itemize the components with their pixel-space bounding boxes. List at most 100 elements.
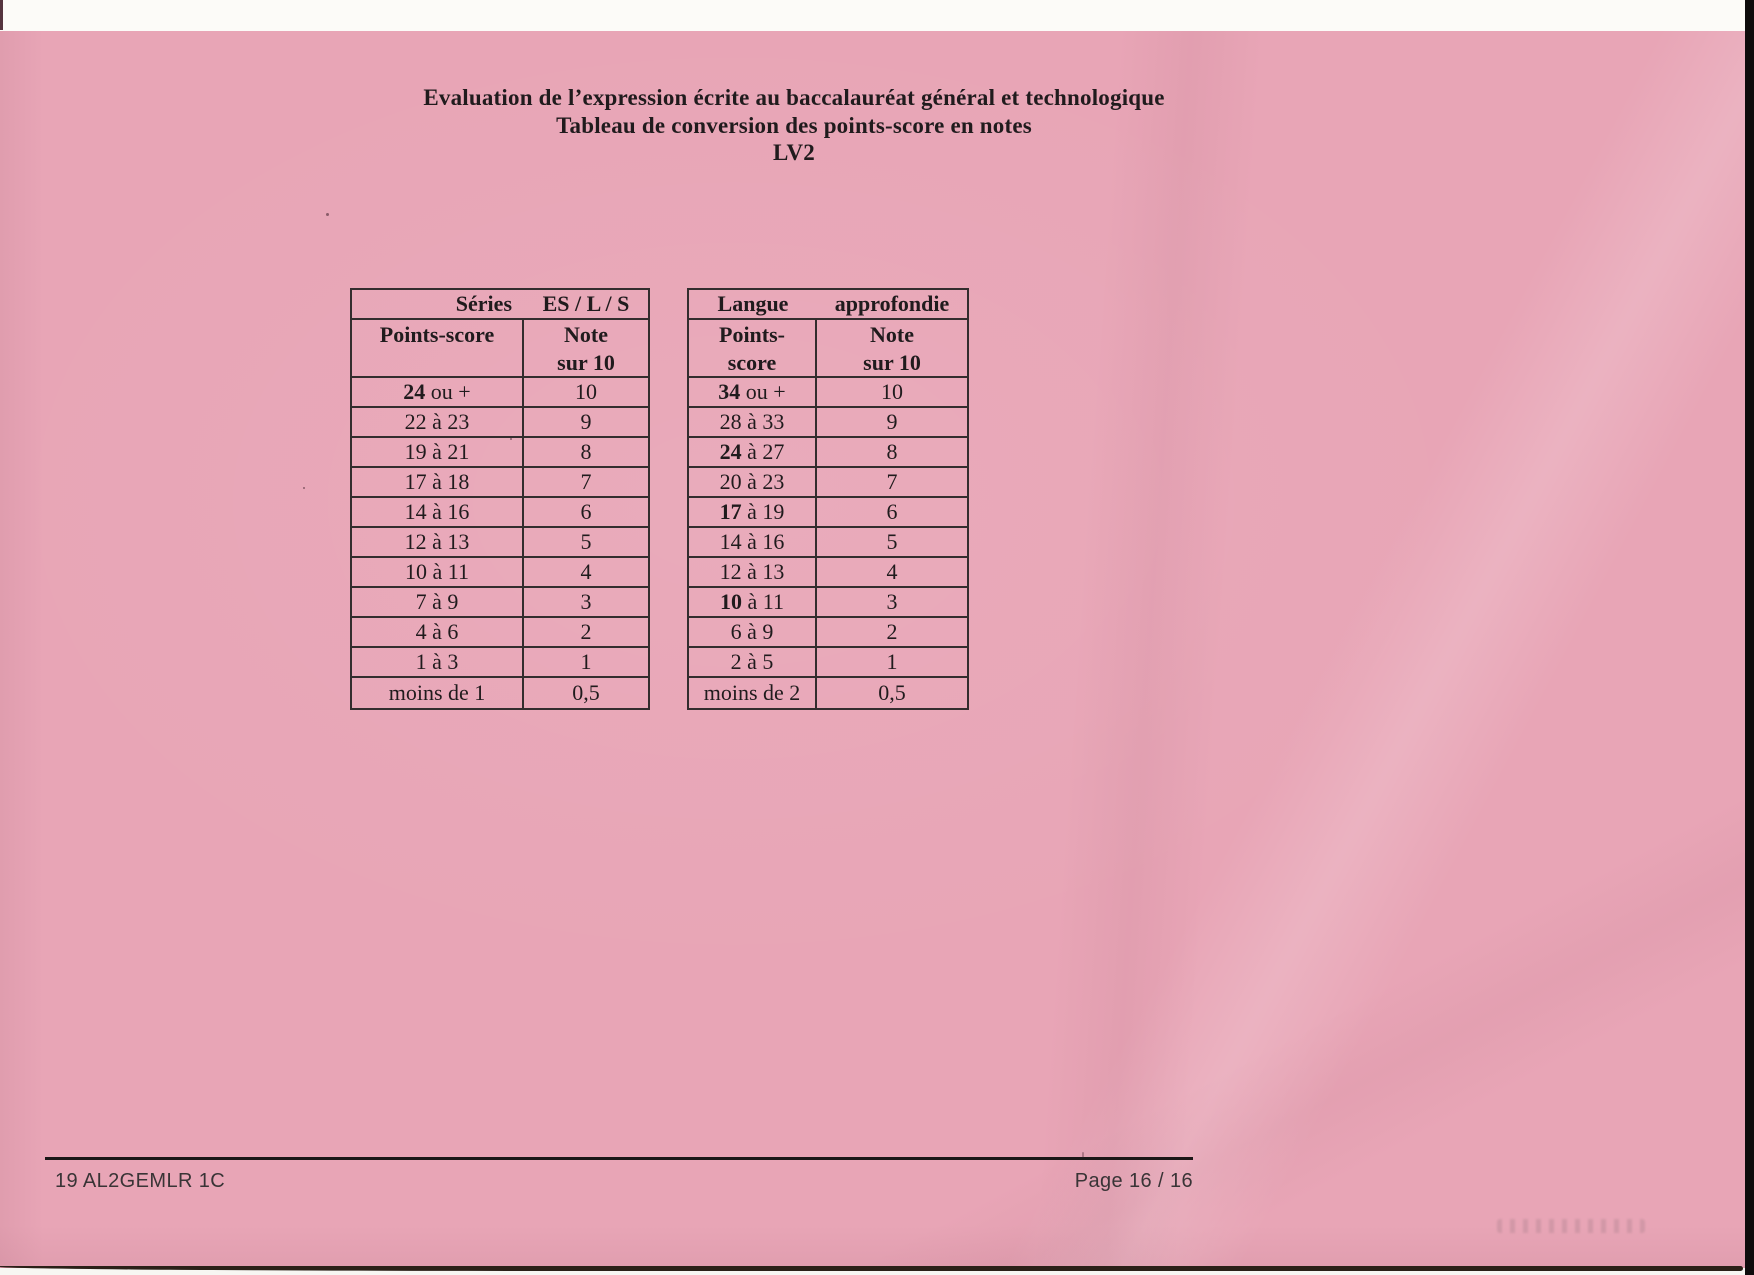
note-cell: 6: [886, 499, 898, 524]
note-cell: 7: [886, 469, 898, 494]
points-score-cell: 17 à 18: [352, 468, 524, 496]
footer-page-number: Page 16 / 16: [1074, 1170, 1193, 1192]
table-row: 19 à 21 8: [352, 438, 648, 468]
table-row: 14 à 16 6: [352, 498, 648, 528]
points-score-cell: 12 à 13: [689, 558, 817, 586]
table-row: 14 à 16 5: [689, 528, 967, 558]
table-row: 12 à 13 5: [352, 528, 648, 558]
table-series-es-l-s: Séries ES / L / S Points-score Note sur …: [350, 288, 650, 710]
table-row: 17 à 19 6: [689, 498, 967, 528]
points-score-column-header: Points-score: [352, 320, 524, 376]
points-score-cell: 19 à 21: [352, 438, 524, 466]
note-cell: 9: [886, 409, 898, 434]
note-cell: 1: [580, 649, 592, 674]
table-row: 10 à 11 3: [689, 588, 967, 618]
footer-rule: [45, 1157, 1193, 1160]
table-langue-body: 34 ou + 10 28 à 33 9 24 à 27 8 20 à 23 7 17 à 19…: [689, 378, 967, 708]
table-row: 2 à 5 1: [689, 648, 967, 678]
table-langue-column-headers: Points- score Note sur 10: [689, 320, 967, 378]
note-cell: 10: [575, 379, 597, 404]
table-row: 24 ou + 10: [352, 378, 648, 408]
title-line-2: Tableau de conversion des points-score e…: [556, 112, 1032, 138]
points-score-cell: 10 à 11: [352, 558, 524, 586]
title-line-1: Evaluation de l’expression écrite au bac…: [423, 85, 1165, 110]
note-cell: 2: [886, 619, 898, 644]
note-cell: 10: [881, 379, 903, 404]
table-langue-value: approfondie: [834, 291, 950, 316]
note-cell: 6: [580, 499, 592, 524]
note-cell: 8: [580, 439, 592, 464]
table-langue-title-row: Langue approfondie: [689, 290, 967, 320]
scanner-black-edge: [1745, 0, 1754, 1275]
scan-smudge: [1497, 1219, 1645, 1233]
points-score-cell: moins de 1: [352, 678, 524, 708]
table-row: 4 à 6 2: [352, 618, 648, 648]
note-column-header: Note sur 10: [863, 322, 921, 375]
points-score-cell: 1 à 3: [352, 648, 524, 676]
table-langue-label: Langue: [717, 291, 789, 316]
note-cell: 0,5: [878, 680, 906, 705]
scanner-background-band: [0, 0, 1754, 33]
note-cell: 3: [580, 589, 592, 614]
table-row: 24 à 27 8: [689, 438, 967, 468]
table-row: 12 à 13 4: [689, 558, 967, 588]
table-series-value: ES / L / S: [542, 291, 630, 316]
table-row: moins de 1 0,5: [352, 678, 648, 708]
table-series-title-row: Séries ES / L / S: [352, 290, 648, 320]
scan-speck: [303, 487, 305, 489]
points-score-cell: 4 à 6: [352, 618, 524, 646]
points-score-cell: 14 à 16: [352, 498, 524, 526]
points-score-cell: 14 à 16: [689, 528, 817, 556]
table-series-label: Séries: [455, 291, 512, 316]
note-cell: 4: [886, 559, 898, 584]
scan-speck: [1082, 1152, 1084, 1158]
title-line-3: LV2: [773, 140, 815, 165]
table-row: 6 à 9 2: [689, 618, 967, 648]
points-score-cell: 10 à 11: [689, 588, 817, 616]
points-score-cell: 2 à 5: [689, 648, 817, 676]
note-cell: 8: [886, 439, 898, 464]
points-score-cell: 28 à 33: [689, 408, 817, 436]
points-score-cell: 12 à 13: [352, 528, 524, 556]
scan-speck: [510, 438, 512, 440]
note-cell: 2: [580, 619, 592, 644]
paper-bottom-edge: [0, 1266, 1743, 1271]
points-score-cell: 6 à 9: [689, 618, 817, 646]
points-score-cell: 22 à 23: [352, 408, 524, 436]
note-cell: 9: [580, 409, 592, 434]
note-cell: 5: [580, 529, 592, 554]
note-cell: 4: [580, 559, 592, 584]
points-score-cell: 24 à 27: [689, 438, 817, 466]
note-cell: 7: [580, 469, 592, 494]
table-row: 22 à 23 9: [352, 408, 648, 438]
table-series-body: 24 ou + 10 22 à 23 9 19 à 21 8 17 à 18 7 14 à 16…: [352, 378, 648, 708]
table-row: moins de 2 0,5: [689, 678, 967, 708]
document-title-block: Evaluation de l’expression écrite au bac…: [0, 84, 1588, 167]
table-row: 20 à 23 7: [689, 468, 967, 498]
table-row: 10 à 11 4: [352, 558, 648, 588]
note-column-header: Note sur 10: [557, 322, 615, 375]
points-score-cell: moins de 2: [689, 678, 817, 708]
points-score-cell: 24 ou +: [352, 378, 524, 406]
table-series-column-headers: Points-score Note sur 10: [352, 320, 648, 378]
note-cell: 1: [886, 649, 898, 674]
points-score-cell: 7 à 9: [352, 588, 524, 616]
note-cell: 0,5: [572, 680, 600, 705]
points-score-cell: 20 à 23: [689, 468, 817, 496]
scan-speck: [326, 213, 329, 216]
points-score-cell: 17 à 19: [689, 498, 817, 526]
note-cell: 5: [886, 529, 898, 554]
pink-paper-sheet: [0, 31, 1747, 1268]
table-row: 28 à 33 9: [689, 408, 967, 438]
note-cell: 3: [886, 589, 898, 614]
scan-corner-artifact: [0, 0, 3, 30]
table-row: 1 à 3 1: [352, 648, 648, 678]
footer-document-code: 19 AL2GEMLR 1C: [55, 1170, 226, 1192]
points-score-cell: 34 ou +: [689, 378, 817, 406]
points-score-column-header: Points- score: [689, 320, 817, 376]
table-row: 34 ou + 10: [689, 378, 967, 408]
table-langue-approfondie: Langue approfondie Points- score Note su…: [687, 288, 969, 710]
table-row: 7 à 9 3: [352, 588, 648, 618]
table-row: 17 à 18 7: [352, 468, 648, 498]
